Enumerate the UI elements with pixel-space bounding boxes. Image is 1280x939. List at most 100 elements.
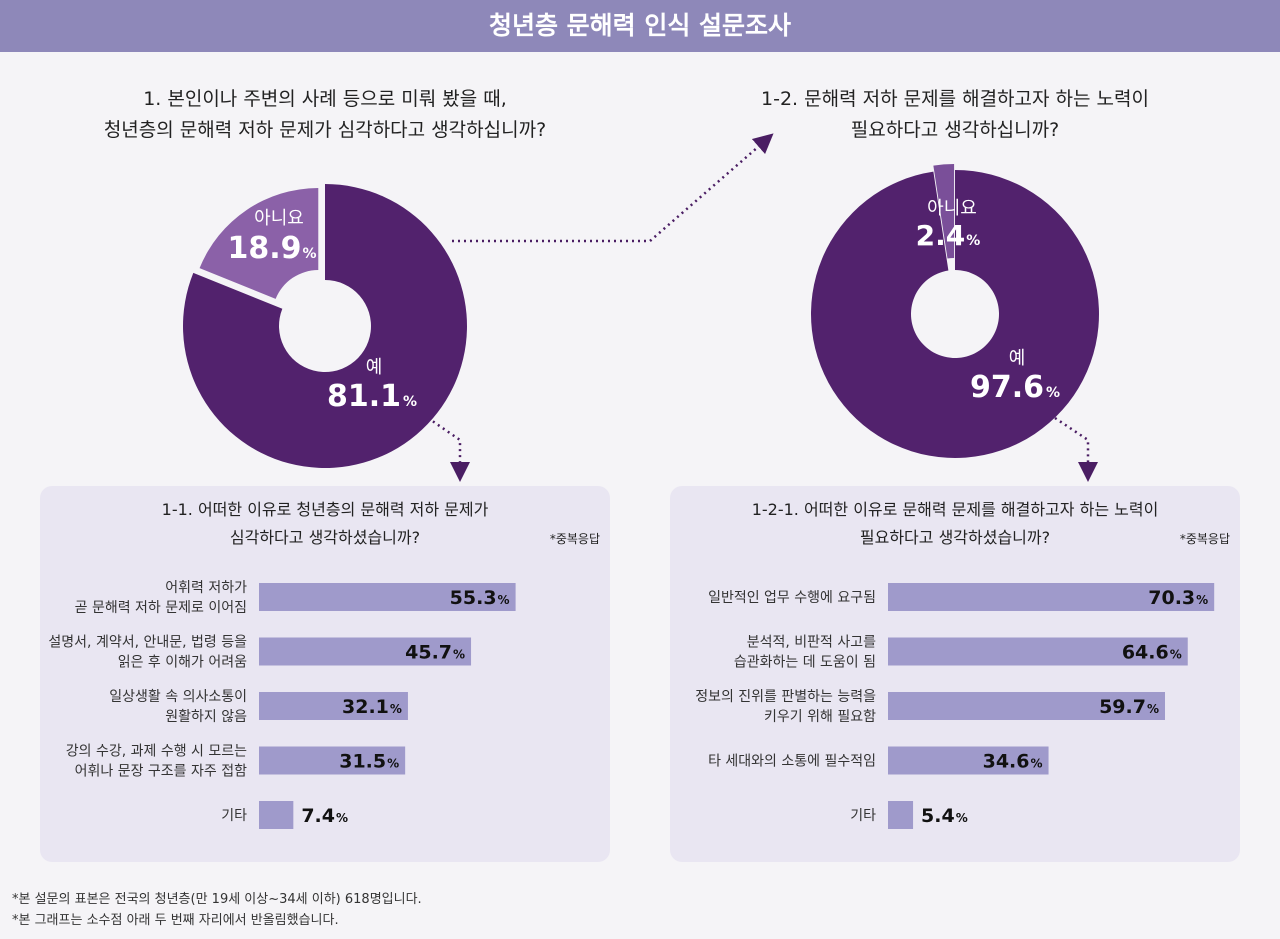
donut1-yes-number: 81.1 [327,379,401,414]
donut1-yes-label: 예 [366,357,383,378]
donut-chart-q1 [183,184,467,468]
value-unit: % [1147,702,1159,716]
value-label: 55.3% [450,587,510,609]
donut1-no-number: 18.9 [227,231,301,266]
header-bar [0,0,1280,52]
donut-chart-q12 [810,164,1099,458]
q1-line-2: 청년층의 문해력 저하 문제가 심각하다고 생각하십니까? [104,119,546,141]
arrow-q1-to-q11 [427,416,470,482]
donut2-no-value: 2.4% [916,219,981,252]
footnote-2: *본 그래프는 소수점 아래 두 번째 자리에서 반올림했습니다. [12,912,339,928]
q11-line-1: 1-1. 어떠한 이유로 청년층의 문해력 저하 문제가 [162,500,489,519]
donut1-no-unit: % [303,246,317,262]
category-label: 원활하지 않음 [165,709,247,725]
category-label: 기타 [221,808,247,824]
donut-slice-no [933,164,955,259]
q12-line-2: 필요하다고 생각하십니까? [851,119,1059,141]
q11-line-2: 심각하다고 생각하셨습니까? [230,528,420,547]
value-label: 34.6% [983,751,1043,773]
bar [888,637,1188,666]
bar [888,692,1166,720]
value-number: 31.5 [339,751,386,773]
category-label: 어휘력 저하가 [165,580,247,596]
value-number: 5.4 [921,805,955,827]
q1-line-1: 1. 본인이나 주변의 사례 등으로 미뤄 봤을 때, [143,88,507,110]
bar [888,801,914,829]
value-unit: % [956,811,968,825]
donut2-yes-unit: % [1046,385,1060,401]
q121-line-1: 1-2-1. 어떠한 이유로 문해력 문제를 해결하고자 하는 노력이 [752,500,1159,519]
q121-note: *중복응답 [1180,532,1230,546]
footnote-1: *본 설문의 표본은 전국의 청년층(만 19세 이상~34세 이하) 618명… [12,892,422,907]
donut1-no-value: 18.9% [227,231,316,266]
value-label: 70.3% [1148,587,1208,609]
donut2-no-label: 아니요 [927,198,977,219]
category-label: 일상생활 속 의사소통이 [109,689,247,705]
arrow-q1-to-q12 [452,133,774,243]
value-number: 55.3 [450,587,497,609]
donut2-no-number: 2.4 [916,219,966,252]
donut2-no-unit: % [966,233,980,249]
value-unit: % [336,811,348,825]
value-number: 34.6 [983,751,1030,773]
arrow-q12-to-q121 [1054,416,1098,482]
category-label: 분석적, 비판적 사고를 [747,635,876,651]
category-label: 강의 수강, 과제 수행 시 모르는 [66,744,247,760]
category-label: 기타 [850,808,876,824]
category-label: 정보의 진위를 판별하는 능력을 [695,689,876,705]
bar [259,692,408,720]
category-label: 곧 문해력 저하 문제로 이어짐 [75,600,247,616]
category-label: 키우기 위해 필요함 [764,709,876,725]
value-number: 32.1 [342,696,389,718]
donut2-yes-value: 97.6% [970,370,1060,405]
value-label: 45.7% [405,642,465,664]
donut2-yes-label: 예 [1009,348,1026,369]
value-label: 31.5% [339,751,399,773]
category-label: 읽은 후 이해가 어려움 [118,655,247,671]
donut1-yes-unit: % [403,394,417,410]
value-unit: % [453,648,465,662]
donut-slice-yes [810,170,1099,458]
bar [888,746,1049,775]
bar [259,583,516,611]
category-label: 일반적인 업무 수행에 요구됨 [708,590,876,606]
bar [259,637,472,666]
value-unit: % [498,593,510,607]
q12-line-1: 1-2. 문해력 저하 문제를 해결하고자 하는 노력이 [761,88,1149,110]
panel-q11 [40,486,610,862]
value-number: 64.6 [1122,642,1169,664]
q11-note: *중복응답 [550,532,600,546]
category-label: 설명서, 계약서, 안내문, 법령 등을 [48,635,247,651]
bar [259,746,406,775]
value-unit: % [1170,648,1182,662]
donut-slice-no [199,188,319,299]
q121-line-2: 필요하다고 생각하셨습니까? [860,528,1050,547]
value-number: 45.7 [405,642,452,664]
page-title: 청년층 문해력 인식 설문조사 [489,11,791,40]
bar [259,801,294,829]
donut1-no-label: 아니요 [254,208,304,229]
value-number: 70.3 [1148,587,1195,609]
value-unit: % [1196,593,1208,607]
value-number: 59.7 [1099,696,1146,718]
value-label: 64.6% [1122,642,1182,664]
value-unit: % [390,702,402,716]
bar [888,583,1215,611]
category-label: 타 세대와의 소통에 필수적임 [708,754,876,770]
panel-q121 [670,486,1240,862]
category-label: 습관화하는 데 도움이 됨 [734,655,876,671]
value-label: 7.4% [301,805,348,827]
value-label: 32.1% [342,696,402,718]
value-unit: % [387,757,399,771]
value-label: 59.7% [1099,696,1159,718]
value-number: 7.4 [301,805,335,827]
donut2-yes-number: 97.6 [970,370,1044,405]
donut1-yes-value: 81.1% [327,379,417,414]
value-unit: % [1031,757,1043,771]
category-label: 어휘나 문장 구조를 자주 접함 [75,764,247,780]
value-label: 5.4% [921,805,968,827]
donut-slice-yes [183,184,467,468]
